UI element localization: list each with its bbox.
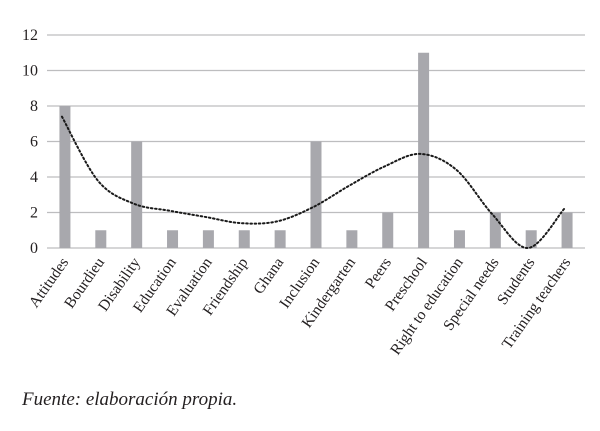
x-axis-labels: AttitudesBourdieuDisabilityEducationEval… [26,254,575,358]
y-tick-label: 12 [22,27,38,44]
bar-peers [382,212,394,248]
bar-evaluation [202,230,214,248]
bar-special-needs [489,212,501,248]
y-tick-label: 10 [22,63,38,80]
trend-line [60,115,566,249]
y-tick-label: 0 [30,240,38,257]
bar-preschool [418,52,430,248]
bar-friendship [238,230,250,248]
x-tick-label: Ghana [250,254,287,297]
bars [59,52,573,248]
y-axis-ticks: 0 2 4 6 8 10 12 [22,27,38,257]
bar-disability [131,141,143,248]
bar-education [167,230,179,248]
y-tick-label: 6 [30,134,38,151]
y-tick-label: 4 [30,169,38,186]
bar-inclusion [310,141,322,248]
bar-ghana [274,230,286,248]
y-tick-label: 2 [30,205,38,222]
bar-chart: 0 2 4 6 8 10 12 AttitudesBourdieuDisabilityEdu… [22,27,585,358]
bar-training-teachers [561,212,573,248]
x-tick-label: Peers [362,255,395,292]
bar-attitudes [59,106,71,248]
y-tick-label: 8 [30,98,38,115]
bar-students [525,230,537,248]
bar-right-to-education [453,230,465,248]
bar-kindergarten [346,230,358,248]
source-caption: Fuente: elaboración propia. [22,389,238,410]
bar-bourdieu [95,230,107,248]
